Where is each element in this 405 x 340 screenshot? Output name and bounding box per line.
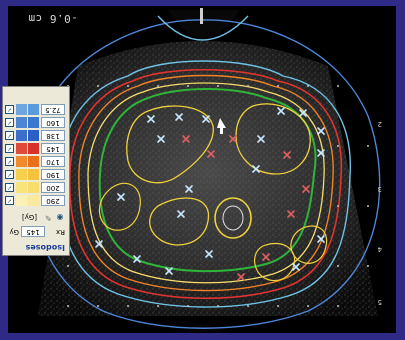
isodose-toggle-checkbox[interactable]: ✓: [5, 196, 14, 205]
svg-text:3: 3: [378, 185, 382, 193]
urethra-contour: [214, 197, 252, 239]
isodose-toggle-checkbox[interactable]: ✓: [5, 157, 14, 166]
contour-orange: [78, 74, 334, 292]
isodose-row: 145 ✓: [5, 142, 65, 155]
isodose-overlay: 2 3 4 5: [31, 8, 382, 329]
isodose-value[interactable]: 290: [41, 195, 65, 206]
isodose-value[interactable]: 138: [41, 130, 65, 141]
isodose-swatch-fill[interactable]: [16, 195, 27, 206]
isodose-legend: Isodoses Rx 145 Gy ◉ ✎ [Gy] 290 ✓ 200 ✓: [2, 86, 70, 256]
isodose-swatch-fill[interactable]: [16, 182, 27, 193]
rx-dose-control: Rx 145 Gy: [7, 226, 65, 237]
contour-green: [98, 88, 317, 273]
isodose-row: 290 ✓: [5, 194, 65, 207]
contour-yellow-lobe-mid: [149, 197, 210, 246]
contour-cyan-top: [157, 15, 249, 41]
isodose-swatch[interactable]: [28, 117, 39, 128]
probe-shadow: [168, 10, 240, 38]
isodose-swatch-fill[interactable]: [16, 143, 27, 154]
depth-ruler: 2 3 4 5: [377, 120, 382, 306]
rx-label: Rx: [55, 228, 65, 236]
legend-tools: ◉ ✎ [Gy]: [7, 212, 65, 222]
isodose-toggle-checkbox[interactable]: ✓: [5, 144, 14, 153]
isodose-toggle-checkbox[interactable]: ✓: [5, 170, 14, 179]
svg-text:4: 4: [377, 245, 382, 253]
isodose-swatch-fill[interactable]: [16, 104, 27, 115]
isodose-swatch[interactable]: [28, 143, 39, 154]
palette-icon[interactable]: ✎: [44, 213, 52, 222]
cursor-arrow-icon: [217, 118, 226, 134]
probe-marker: [200, 8, 203, 24]
eye-icon[interactable]: ◉: [56, 213, 64, 222]
isodose-swatch-fill[interactable]: [16, 117, 27, 128]
isodose-row: 72.5 ✓: [5, 103, 65, 116]
isodose-toggle-checkbox[interactable]: ✓: [5, 131, 14, 140]
contour-yellow-lobe-bm: [253, 242, 296, 282]
rx-dose-input[interactable]: 145: [21, 226, 45, 237]
isodose-row: 138 ✓: [5, 129, 65, 142]
isodose-value[interactable]: 190: [41, 169, 65, 180]
isodose-swatch[interactable]: [28, 156, 39, 167]
rx-unit: Gy: [9, 228, 19, 236]
contour-yellow-lobe-br: [290, 225, 328, 264]
seed-markers: [95, 107, 325, 281]
tool-unit: [Gy]: [21, 213, 37, 221]
isodose-swatch[interactable]: [28, 195, 39, 206]
isodose-swatch[interactable]: [28, 169, 39, 180]
contour-yellow-outer: [87, 82, 325, 284]
isodose-row: 200 ✓: [5, 181, 65, 194]
isodose-row: 170 ✓: [5, 155, 65, 168]
isodose-value[interactable]: 200: [41, 182, 65, 193]
svg-text:2: 2: [378, 120, 382, 128]
isodose-toggle-checkbox[interactable]: ✓: [5, 183, 14, 192]
isodose-value[interactable]: 72.5: [41, 104, 65, 115]
isodose-swatch-fill[interactable]: [16, 169, 27, 180]
isodose-level-list: 290 ✓ 200 ✓ 190 ✓ 170 ✓: [5, 103, 65, 207]
isodose-swatch[interactable]: [28, 104, 39, 115]
contour-yellow-lobe-bl: [98, 182, 141, 231]
contour-yellow-lobe-right: [235, 103, 311, 175]
isodose-row: 160 ✓: [5, 116, 65, 129]
isodose-value[interactable]: 145: [41, 143, 65, 154]
contour-yellow-lobe-left: [126, 105, 214, 184]
isodose-swatch[interactable]: [28, 182, 39, 193]
isodose-toggle-checkbox[interactable]: ✓: [5, 118, 14, 127]
isodose-swatch[interactable]: [28, 130, 39, 141]
ultrasound-view[interactable]: 2 3 4 5 -0.6 cm: [8, 6, 396, 333]
svg-text:5: 5: [378, 298, 382, 306]
isodose-toggle-checkbox[interactable]: ✓: [5, 105, 14, 114]
isodose-value[interactable]: 170: [41, 156, 65, 167]
isodose-row: 190 ✓: [5, 168, 65, 181]
legend-title: Isodoses: [25, 243, 65, 252]
isodose-swatch-fill[interactable]: [16, 156, 27, 167]
isodose-value[interactable]: 160: [41, 117, 65, 128]
isodose-swatch-fill[interactable]: [16, 130, 27, 141]
depth-readout: -0.6 cm: [28, 12, 78, 25]
